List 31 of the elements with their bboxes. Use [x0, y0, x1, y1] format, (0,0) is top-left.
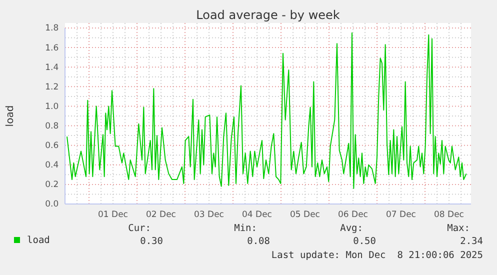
text: 0.30: [140, 236, 164, 247]
text: 0.50: [353, 236, 376, 247]
y-tick-label: 1.0: [45, 102, 59, 112]
x-tick-label: 06 Dec: [338, 210, 368, 220]
x-tick-label: 03 Dec: [194, 210, 224, 220]
y-tick-label: 0.2: [45, 180, 59, 190]
x-tick-label: 08 Dec: [434, 210, 464, 220]
line-series: [66, 32, 467, 189]
y-tick-label: 0.6: [45, 141, 59, 152]
text: 2.34: [460, 236, 484, 247]
y-tick-label: 0.0: [45, 200, 59, 210]
y-tick-label: 1.6: [45, 43, 59, 54]
y-tick-label: 1.4: [45, 62, 59, 73]
y-tick-label: 1.8: [45, 24, 59, 34]
y-axis-title: load: [5, 105, 16, 127]
y-tick-label: 0.4: [45, 160, 59, 171]
text: Min:: [234, 223, 257, 234]
text: 0.08: [247, 236, 270, 247]
x-tick-label: 01 Dec: [98, 210, 128, 220]
legend-label: load: [27, 235, 50, 246]
chart-title: Load average - by week: [196, 8, 340, 22]
x-tick-label: 07 Dec: [386, 210, 416, 220]
x-tick-label: 04 Dec: [242, 210, 272, 220]
text: Avg:: [340, 223, 363, 234]
text: Cur:: [128, 223, 151, 234]
x-tick-label: 05 Dec: [290, 210, 320, 220]
text: Last update: Mon Dec 8 21:00:06 2025: [271, 250, 483, 261]
text: Max:: [447, 223, 470, 234]
x-tick-label: 02 Dec: [146, 210, 176, 220]
y-tick-label: 1.2: [45, 82, 59, 92]
y-tick-label: 0.8: [45, 122, 59, 132]
